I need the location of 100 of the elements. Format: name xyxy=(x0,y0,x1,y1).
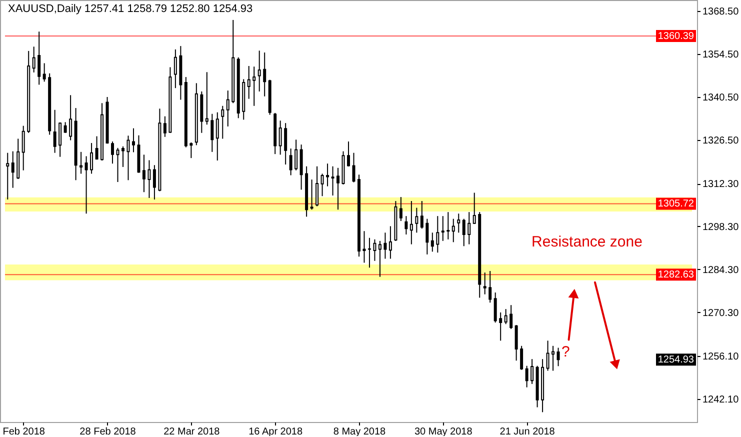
candlestick xyxy=(415,207,418,234)
candlestick xyxy=(174,48,177,89)
candlestick xyxy=(278,120,282,156)
candlestick xyxy=(247,65,250,100)
ref-line-label: 1305.72 xyxy=(658,198,694,210)
y-tick-label: 1242.10 xyxy=(702,394,740,406)
y-tick-label: 1312.30 xyxy=(702,179,740,190)
candlestick xyxy=(6,152,10,200)
candlestick xyxy=(310,179,314,210)
candlestick xyxy=(404,216,408,235)
candlestick xyxy=(347,140,350,167)
candlestick xyxy=(284,122,288,166)
candlestick xyxy=(430,232,434,252)
candlestick xyxy=(530,358,534,384)
y-tick-label: 1256.10 xyxy=(702,352,740,363)
candlestick xyxy=(436,216,440,254)
candlestick xyxy=(142,154,146,193)
candlestick xyxy=(426,218,429,255)
ref-line-label: 1282.63 xyxy=(658,270,694,281)
y-tick-label: 1284.30 xyxy=(702,264,740,276)
candlestick xyxy=(111,140,114,164)
y-tick-label: 1368.50 xyxy=(702,6,740,18)
candlestick xyxy=(316,166,319,207)
candlestick xyxy=(556,347,560,367)
candlestick xyxy=(258,50,261,92)
candlestick xyxy=(205,72,208,126)
band-label: Resistance zone xyxy=(532,234,642,251)
candlestick xyxy=(510,304,513,330)
candlestick xyxy=(499,312,502,342)
candlestick xyxy=(525,365,528,388)
y-tick-label: 1298.30 xyxy=(702,222,740,233)
candlestick xyxy=(121,146,124,168)
candlestick xyxy=(11,150,14,188)
y-tick-label: 1270.30 xyxy=(702,308,740,319)
candlestick xyxy=(457,213,460,234)
candlestick xyxy=(373,238,376,262)
candlestick xyxy=(384,232,387,260)
candlestick xyxy=(221,105,224,140)
candlestick xyxy=(378,240,382,278)
candlestick xyxy=(441,216,444,242)
candlestick xyxy=(252,66,256,106)
x-tick-label: 28 Feb 2018 xyxy=(80,426,136,437)
candlestick xyxy=(320,173,324,197)
candlestick xyxy=(546,340,550,372)
candlestick xyxy=(468,212,471,245)
candlestick xyxy=(494,292,497,324)
x-tick-label: 21 Jun 2018 xyxy=(500,426,556,437)
candlestick xyxy=(216,112,219,162)
candlestick xyxy=(226,90,230,127)
candlestick xyxy=(452,218,455,243)
candlestick xyxy=(95,136,98,160)
candlestick xyxy=(504,308,508,325)
y-tick-label: 1326.50 xyxy=(702,135,740,146)
candlestick xyxy=(483,272,486,295)
candlestick xyxy=(294,139,298,171)
candlestick xyxy=(132,128,135,153)
candlestick xyxy=(399,196,402,222)
candlestick xyxy=(410,200,413,245)
candlestick xyxy=(336,167,340,210)
candlestick xyxy=(514,324,518,362)
annotation: 1254.93 xyxy=(658,354,694,366)
y-tick-label: 1340.50 xyxy=(702,92,740,104)
candlestick xyxy=(64,122,67,134)
candlestick xyxy=(152,164,156,200)
candlestick xyxy=(488,270,492,304)
candlestick xyxy=(352,152,356,183)
candlestick xyxy=(22,125,25,171)
ref-line-label: 1360.39 xyxy=(658,30,694,42)
candlestick xyxy=(520,345,524,370)
candlestick xyxy=(42,62,46,82)
candlestick xyxy=(326,163,330,187)
candlestick xyxy=(80,151,83,174)
candlestick xyxy=(38,31,41,86)
y-tick-label: 1354.50 xyxy=(702,50,740,61)
candlestick xyxy=(289,148,292,176)
chart-title: XAUUSD,Daily 1257.41 1258.79 1252.80 1254.93 xyxy=(8,3,253,15)
candlestick xyxy=(58,122,62,158)
candlestick xyxy=(126,135,130,181)
candlestick xyxy=(462,218,466,247)
candlestick xyxy=(190,142,193,159)
candlestick xyxy=(84,156,88,214)
candlestick xyxy=(53,109,56,154)
annotation: ? xyxy=(562,344,570,361)
candlestick xyxy=(90,142,94,174)
candlestick xyxy=(552,345,555,372)
candlestick xyxy=(388,226,392,260)
candlestick xyxy=(210,113,214,152)
candlestick xyxy=(331,166,334,196)
x-tick-label: Feb 2018 xyxy=(2,426,46,437)
candlestick xyxy=(148,160,151,198)
candlestick xyxy=(116,147,120,182)
candlestick xyxy=(69,94,72,141)
candlestick xyxy=(32,46,36,73)
x-tick-label: 22 Mar 2018 xyxy=(164,426,220,437)
candlestick xyxy=(263,52,266,97)
candlestick xyxy=(163,116,166,138)
candlestick xyxy=(420,200,424,230)
candlestick xyxy=(362,230,366,264)
candlestick xyxy=(472,192,476,224)
candlestick xyxy=(446,212,450,240)
